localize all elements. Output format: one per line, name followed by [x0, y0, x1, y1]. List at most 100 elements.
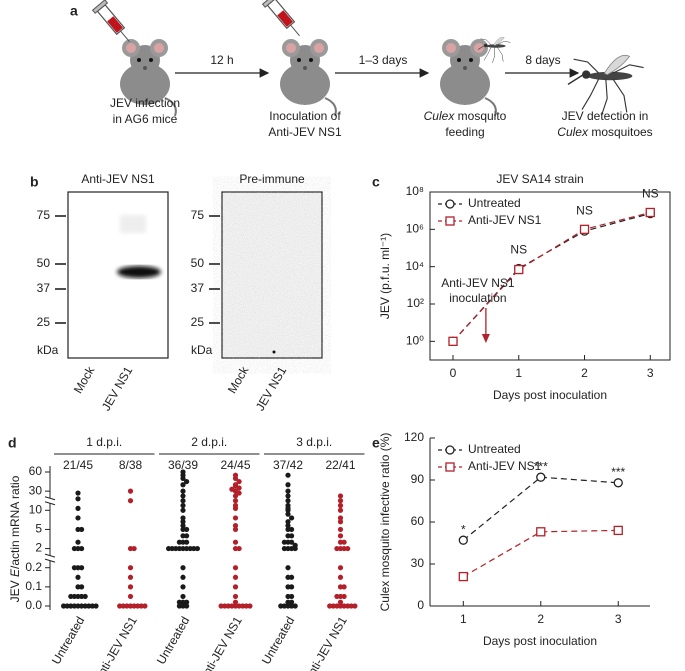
- x-tick-label: Anti-JEV NS1: [91, 614, 140, 671]
- point: [285, 584, 291, 590]
- point: [184, 603, 190, 609]
- point: [75, 539, 81, 545]
- y-tick-label: 120: [404, 430, 424, 444]
- point: [337, 519, 344, 525]
- point: [176, 539, 182, 545]
- point: [180, 599, 186, 605]
- point: [169, 545, 175, 552]
- point: [68, 603, 74, 609]
- point: [89, 603, 95, 609]
- point: [285, 488, 291, 494]
- point: [232, 523, 239, 529]
- point: [180, 498, 186, 504]
- point: [337, 493, 344, 499]
- group-label: 2 d.p.i.: [191, 435, 227, 449]
- point: [71, 603, 77, 609]
- axis-break: [44, 553, 56, 558]
- point: [180, 482, 186, 488]
- y-axis-label-part: /actin mRNA ratio: [8, 475, 22, 569]
- step-label: JEV detection in: [562, 109, 649, 123]
- annotation: NS: [510, 243, 527, 257]
- y-tick-label: 60: [411, 514, 425, 528]
- y-axis-label-part: E: [8, 568, 22, 577]
- point: [131, 545, 137, 552]
- point: [285, 482, 291, 488]
- point: [236, 545, 242, 552]
- point: [86, 603, 92, 609]
- series-line: [463, 529, 619, 578]
- annotation: inoculation: [449, 291, 506, 305]
- point: [187, 545, 193, 552]
- y-tick-label: 10: [29, 502, 43, 516]
- point: [352, 603, 358, 609]
- y-tick-label: 2: [35, 541, 42, 555]
- marker-label: 25: [37, 315, 51, 329]
- point: [75, 505, 81, 511]
- y-tick-label: 60: [29, 464, 43, 478]
- point: [285, 565, 291, 571]
- panel-label: a: [70, 3, 78, 19]
- point: [285, 574, 291, 580]
- axis-break-gap: [44, 555, 56, 561]
- point: [289, 526, 295, 533]
- point: [345, 603, 351, 609]
- point: [75, 584, 81, 590]
- ratio-label: 8/38: [119, 458, 143, 472]
- point: [281, 539, 287, 545]
- point: [225, 603, 231, 609]
- point: [341, 545, 347, 552]
- point: [79, 545, 85, 552]
- point: [232, 593, 239, 600]
- legend-label: Untreated: [468, 442, 521, 456]
- step-label: Anti-JEV NS1: [268, 125, 342, 139]
- point: [166, 545, 172, 552]
- point: [334, 603, 340, 609]
- point: [337, 584, 344, 590]
- marker-label: 50: [191, 256, 205, 270]
- y-axis-label-part: JEV: [8, 577, 22, 602]
- x-tick-label: Anti-JEV NS1: [301, 614, 350, 671]
- lane-label: Mock: [225, 363, 252, 396]
- point: [337, 565, 344, 571]
- point: [285, 526, 291, 533]
- point: [579, 224, 590, 234]
- x-tick-label: 1: [460, 612, 467, 626]
- legend-label: Untreated: [468, 196, 521, 210]
- point: [613, 478, 623, 488]
- point: [142, 603, 148, 609]
- point: [232, 545, 239, 552]
- interval-label: 1–3 days: [359, 53, 408, 67]
- group-label: 3 d.p.i.: [296, 435, 332, 449]
- point: [341, 603, 347, 609]
- point: [337, 545, 344, 552]
- point: [176, 599, 182, 605]
- point: [75, 490, 81, 496]
- point: [93, 603, 99, 609]
- point: [337, 599, 344, 605]
- point: [131, 603, 137, 609]
- marker-label: 75: [37, 208, 51, 222]
- panel-label: c: [372, 174, 380, 190]
- point: [117, 603, 123, 609]
- point: [127, 545, 134, 552]
- point: [613, 525, 623, 536]
- unit-label: kDa: [37, 343, 59, 357]
- point: [75, 515, 81, 521]
- point: [285, 498, 291, 504]
- point: [82, 593, 88, 600]
- axis-break-gap: [44, 498, 56, 504]
- point: [75, 565, 81, 571]
- point: [127, 574, 134, 580]
- point: [285, 507, 291, 513]
- point: [176, 603, 182, 609]
- unit-label: kDa: [191, 343, 213, 357]
- point: [285, 533, 291, 539]
- point: [180, 603, 186, 609]
- y-tick-label: 10⁸: [406, 184, 424, 198]
- step-label: Culex mosquito: [424, 109, 507, 123]
- annotation: ***: [534, 459, 548, 473]
- point: [236, 485, 242, 491]
- step-label: JEV infection: [110, 96, 180, 110]
- point: [281, 545, 287, 552]
